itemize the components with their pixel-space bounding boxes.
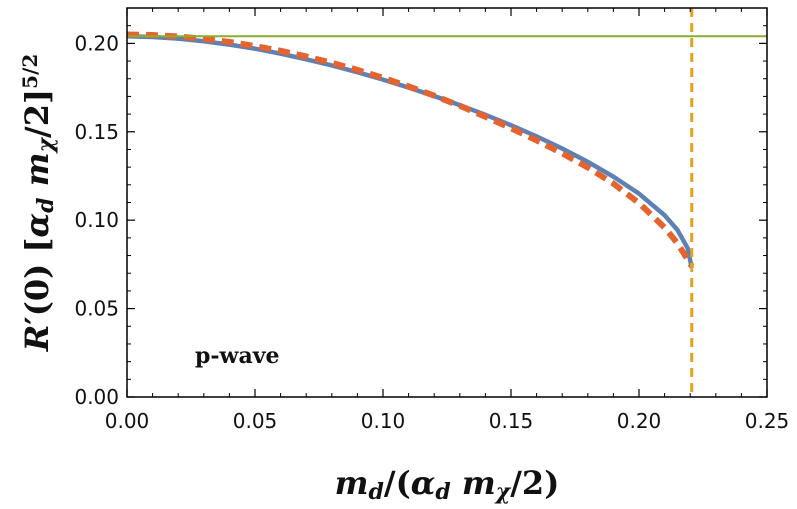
x-tick-label: 0.15	[489, 409, 534, 433]
x-tick-label: 0.05	[233, 409, 278, 433]
y-tick-label: 0.10	[74, 208, 119, 232]
series-line-1	[127, 34, 694, 269]
x-tick-label: 0.25	[745, 409, 790, 433]
ticks-layer: 0.00 0.05 0.10 0.15 0.20 0.25 0.00 0.05 0.10 0.15…	[74, 8, 789, 433]
x-tick-label: 0.10	[361, 409, 406, 433]
plot-frame	[126, 7, 768, 398]
reference-lines	[127, 8, 767, 397]
y-tick-label: 0.20	[74, 31, 119, 55]
series-layer	[127, 31, 695, 269]
y-tick-label: 0.00	[74, 385, 119, 409]
y-tick-label: 0.15	[74, 120, 119, 144]
y-axis-title: R′(0) [αd mχ/2]5/2	[18, 54, 59, 353]
series-line-2	[127, 31, 695, 268]
x-tick-label: 0.20	[617, 409, 662, 433]
y-tick-label: 0.05	[74, 297, 119, 321]
x-tick-label: 0.00	[105, 409, 150, 433]
x-axis-title: md/(αd mχ/2)	[335, 464, 560, 505]
annotation-p-wave: p-wave	[195, 343, 280, 369]
